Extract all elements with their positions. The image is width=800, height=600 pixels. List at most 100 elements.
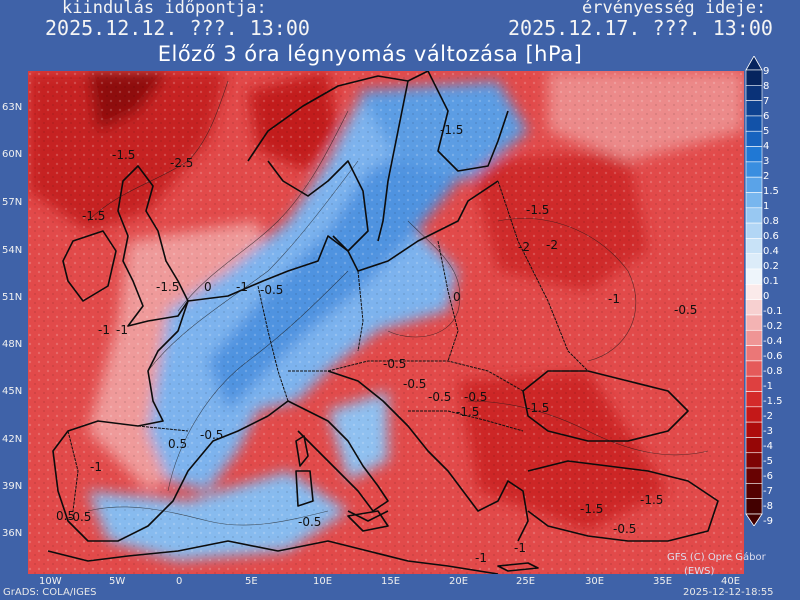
contour-value-label: -0.5 — [428, 390, 451, 404]
border-balkans — [408, 410, 524, 432]
legend-level-label: 5 — [763, 126, 770, 137]
start-time-value: 2025.12.12. ???. 13:00 — [45, 16, 310, 40]
border-france-spain — [137, 425, 189, 432]
contour-value-label: 0.5 — [168, 437, 187, 451]
border-ukraine — [497, 180, 589, 372]
legend-swatch — [745, 498, 763, 515]
legend-swatch — [745, 483, 763, 499]
coast-great-britain — [117, 165, 189, 327]
contour-value-label: 0.5 — [56, 509, 75, 523]
coast-black-sea — [522, 370, 689, 442]
legend-level-label: 9 — [763, 66, 770, 77]
coast-adriatic-balkans — [327, 370, 529, 542]
border-france-germany — [257, 285, 289, 402]
legend-swatch — [745, 130, 763, 147]
legend-swatch — [745, 421, 763, 438]
contour-value-label: -1 — [236, 280, 248, 294]
legend-level-label: 0 — [763, 291, 770, 302]
contour-value-label: -1.5 — [580, 502, 603, 516]
legend-swatch — [745, 314, 763, 331]
legend-level-label: 0.6 — [763, 231, 779, 242]
legend-swatch — [745, 207, 763, 224]
legend-bottom-arrow — [745, 513, 763, 526]
legend-swatch — [745, 268, 763, 285]
legend-swatch — [745, 345, 763, 362]
legend-level-label: 3 — [763, 156, 770, 167]
legend-level-label: 0.1 — [763, 276, 779, 287]
footer-grads-credit: GrADS: COLA/IGES — [3, 587, 97, 598]
legend-level-label: 0.8 — [763, 216, 779, 227]
contour-value-label: -1 — [98, 323, 110, 337]
coast-crete — [497, 562, 539, 572]
legend-top-arrow — [745, 56, 763, 71]
legend-swatch — [745, 161, 763, 178]
lat-label: 48N — [2, 339, 23, 350]
coastlines — [47, 71, 719, 574]
pressure-change-map: -1.5-2.5-1.5-1 -0.50-1.5-1-2-1.5-1.5-2-1-… — [28, 71, 744, 574]
contour-line — [467, 400, 709, 456]
contour-value-label: -0.5 — [403, 377, 426, 391]
legend-swatch — [745, 437, 763, 454]
color-legend — [745, 56, 763, 526]
contour-value-label: -1.5 — [640, 493, 663, 507]
contour-line — [167, 270, 349, 492]
contour-value-label: -1.5 — [526, 203, 549, 217]
legend-level-label: -9 — [763, 516, 773, 527]
legend-swatch — [745, 329, 763, 346]
border-germany-poland — [357, 270, 364, 352]
contour-value-label: -0.5 — [200, 428, 223, 442]
lon-label: 35E — [653, 576, 673, 587]
lon-label: 30E — [585, 576, 605, 587]
legend-level-label: 2 — [763, 171, 770, 182]
legend-level-label: -6 — [763, 471, 773, 482]
contour-value-label: -1 — [608, 292, 620, 306]
lat-label: 60N — [2, 149, 23, 160]
contour-line — [87, 80, 229, 222]
lon-label: 10W — [39, 576, 62, 587]
coast-sicily — [347, 510, 389, 532]
footer-gfs-credit: GFS (C) Opre Gábor — [667, 552, 766, 563]
contour-value-label: -0.5 — [260, 283, 283, 297]
legend-level-label: 0.4 — [763, 246, 779, 257]
contour-value-label: -1 — [90, 460, 102, 474]
valid-time-label: érvényesség ideje: — [582, 0, 767, 18]
legend-swatch — [745, 467, 763, 484]
legend-swatch — [745, 146, 763, 163]
lon-label: 5E — [245, 576, 258, 587]
lat-label: 45N — [2, 386, 23, 397]
contour-line — [387, 220, 461, 338]
legend-level-label: -0.4 — [763, 336, 783, 347]
contour-value-label: -1.5 — [82, 209, 105, 223]
legend-level-label: -0.1 — [763, 306, 783, 317]
legend-swatch — [745, 85, 763, 101]
contour-value-label: -1.5 — [156, 280, 179, 294]
legend-level-label: -8 — [763, 501, 773, 512]
legend-level-label: 4 — [763, 141, 770, 152]
legend-level-label: -3 — [763, 426, 773, 437]
coast-france-iberia — [52, 300, 269, 542]
contour-line — [497, 218, 637, 362]
lat-label: 54N — [2, 245, 23, 256]
lat-label: 63N — [2, 102, 23, 113]
valid-time-value: 2025.12.17. ???. 13:00 — [508, 16, 773, 40]
coast-western-europe — [187, 180, 499, 302]
legend-swatch — [745, 100, 763, 117]
contour-line — [87, 506, 329, 526]
lon-label: 40E — [721, 576, 741, 587]
legend-swatch — [745, 192, 763, 209]
lat-label: 36N — [2, 528, 23, 539]
lon-label: 5W — [109, 576, 126, 587]
contour-value-label: -0.5 — [298, 515, 321, 529]
contour-value-label: -2 — [546, 238, 558, 252]
contour-value-label: 0 — [204, 280, 212, 294]
lat-label: 51N — [2, 292, 23, 303]
legend-level-label: -7 — [763, 486, 773, 497]
map-title: Előző 3 óra légnyomás változása [hPa] — [157, 42, 583, 66]
coast-corsica-sardinia — [295, 435, 314, 507]
contour-value-label: -1 — [116, 323, 128, 337]
legend-level-label: 1.5 — [763, 186, 779, 197]
lat-label: 57N — [2, 197, 23, 208]
coast-finland — [427, 71, 509, 172]
lon-label: 25E — [516, 576, 536, 587]
borders — [67, 180, 589, 512]
